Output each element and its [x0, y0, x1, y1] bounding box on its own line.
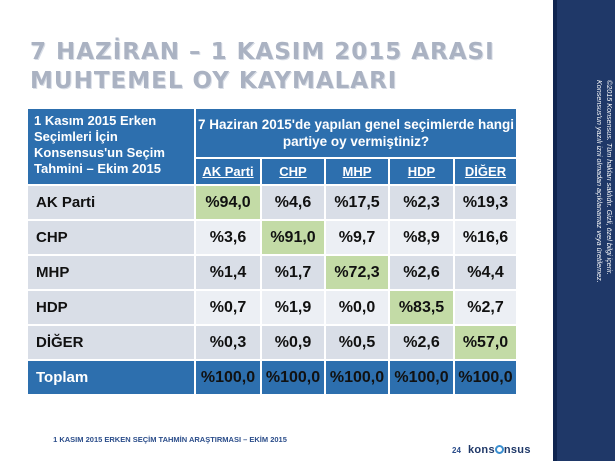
table-row: DİĞER %0,3 %0,9 %0,5 %2,6 %57,0	[26, 324, 518, 361]
sidebar-band	[553, 0, 615, 461]
table-cell: %94,0	[194, 184, 262, 221]
column-header-mhp: MHP	[324, 157, 390, 186]
copyright-line2: Konsensus'un yazılı izni olmadan açıklan…	[595, 80, 604, 283]
copyright-notice: ©2015 Konsensus. Tüm hakları saklıdır. G…	[570, 80, 614, 410]
column-header-diger: DİĞER	[453, 157, 518, 186]
logo-text-end: nsus	[503, 444, 531, 456]
table-cell: %83,5	[388, 289, 455, 326]
row-label: CHP	[26, 219, 196, 256]
row-label: MHP	[26, 254, 196, 291]
total-cell: %100,0	[324, 359, 390, 396]
column-header-akparti: AK Parti	[194, 157, 262, 186]
footer-caption: 1 KASIM 2015 ERKEN SEÇİM TAHMİN ARAŞTIRM…	[53, 435, 287, 444]
table-cell: %17,5	[324, 184, 390, 221]
table-cell: %91,0	[260, 219, 326, 256]
logo-ring-icon	[494, 445, 504, 454]
total-cell: %100,0	[453, 359, 518, 396]
vote-shift-table: 1 Kasım 2015 Erken Seçimleri İçin Konsen…	[26, 107, 518, 396]
slide-title: 7 HAZİRAN – 1 KASIM 2015 ARASI MUHTEMEL …	[30, 38, 550, 96]
logo-text-start: kons	[468, 444, 495, 456]
total-cell: %100,0	[260, 359, 326, 396]
table-cell: %3,6	[194, 219, 262, 256]
table-row: MHP %1,4 %1,7 %72,3 %2,6 %4,4	[26, 254, 518, 291]
table-cell: %9,7	[324, 219, 390, 256]
slide-title-line1: 7 HAZİRAN – 1 KASIM 2015 ARASI	[30, 39, 495, 65]
table-cell: %57,0	[453, 324, 518, 361]
table-cell: %0,7	[194, 289, 262, 326]
total-cell: %100,0	[194, 359, 262, 396]
table-cell: %2,7	[453, 289, 518, 326]
table-cell: %0,9	[260, 324, 326, 361]
table-cell: %16,6	[453, 219, 518, 256]
table-row: CHP %3,6 %91,0 %9,7 %8,9 %16,6	[26, 219, 518, 256]
row-label: HDP	[26, 289, 196, 326]
table-cell: %2,3	[388, 184, 455, 221]
table-cell: %72,3	[324, 254, 390, 291]
copyright-text: ©2015 Konsensus. Tüm hakları saklıdır. G…	[594, 80, 614, 410]
table-total-row: Toplam %100,0 %100,0 %100,0 %100,0 %100,…	[26, 359, 518, 396]
table-cell: %1,9	[260, 289, 326, 326]
konsensus-logo: kons nsus	[468, 440, 548, 456]
table-corner-label: 1 Kasım 2015 Erken Seçimleri İçin Konsen…	[26, 107, 196, 186]
table-cell: %2,6	[388, 254, 455, 291]
total-cell: %100,0	[388, 359, 455, 396]
table-cell: %0,3	[194, 324, 262, 361]
table-cell: %0,5	[324, 324, 390, 361]
row-label: DİĞER	[26, 324, 196, 361]
row-label: AK Parti	[26, 184, 196, 221]
page-number: 24	[452, 446, 461, 455]
column-header-hdp: HDP	[388, 157, 455, 186]
table-question: 7 Haziran 2015'de yapılan genel seçimler…	[194, 107, 518, 159]
table-cell: %0,0	[324, 289, 390, 326]
copyright-line1: ©2015 Konsensus. Tüm hakları saklıdır. G…	[605, 80, 614, 275]
table-cell: %1,4	[194, 254, 262, 291]
slide-title-line2: MUHTEMEL OY KAYMALARI	[30, 68, 398, 94]
table-cell: %19,3	[453, 184, 518, 221]
table-row: AK Parti %94,0 %4,6 %17,5 %2,3 %19,3	[26, 184, 518, 221]
sidebar-edge	[553, 0, 557, 461]
table-row: HDP %0,7 %1,9 %0,0 %83,5 %2,7	[26, 289, 518, 326]
total-label: Toplam	[26, 359, 196, 396]
table-cell: %1,7	[260, 254, 326, 291]
table-cell: %8,9	[388, 219, 455, 256]
table-cell: %4,6	[260, 184, 326, 221]
table-cell: %4,4	[453, 254, 518, 291]
table-cell: %2,6	[388, 324, 455, 361]
column-header-chp: CHP	[260, 157, 326, 186]
